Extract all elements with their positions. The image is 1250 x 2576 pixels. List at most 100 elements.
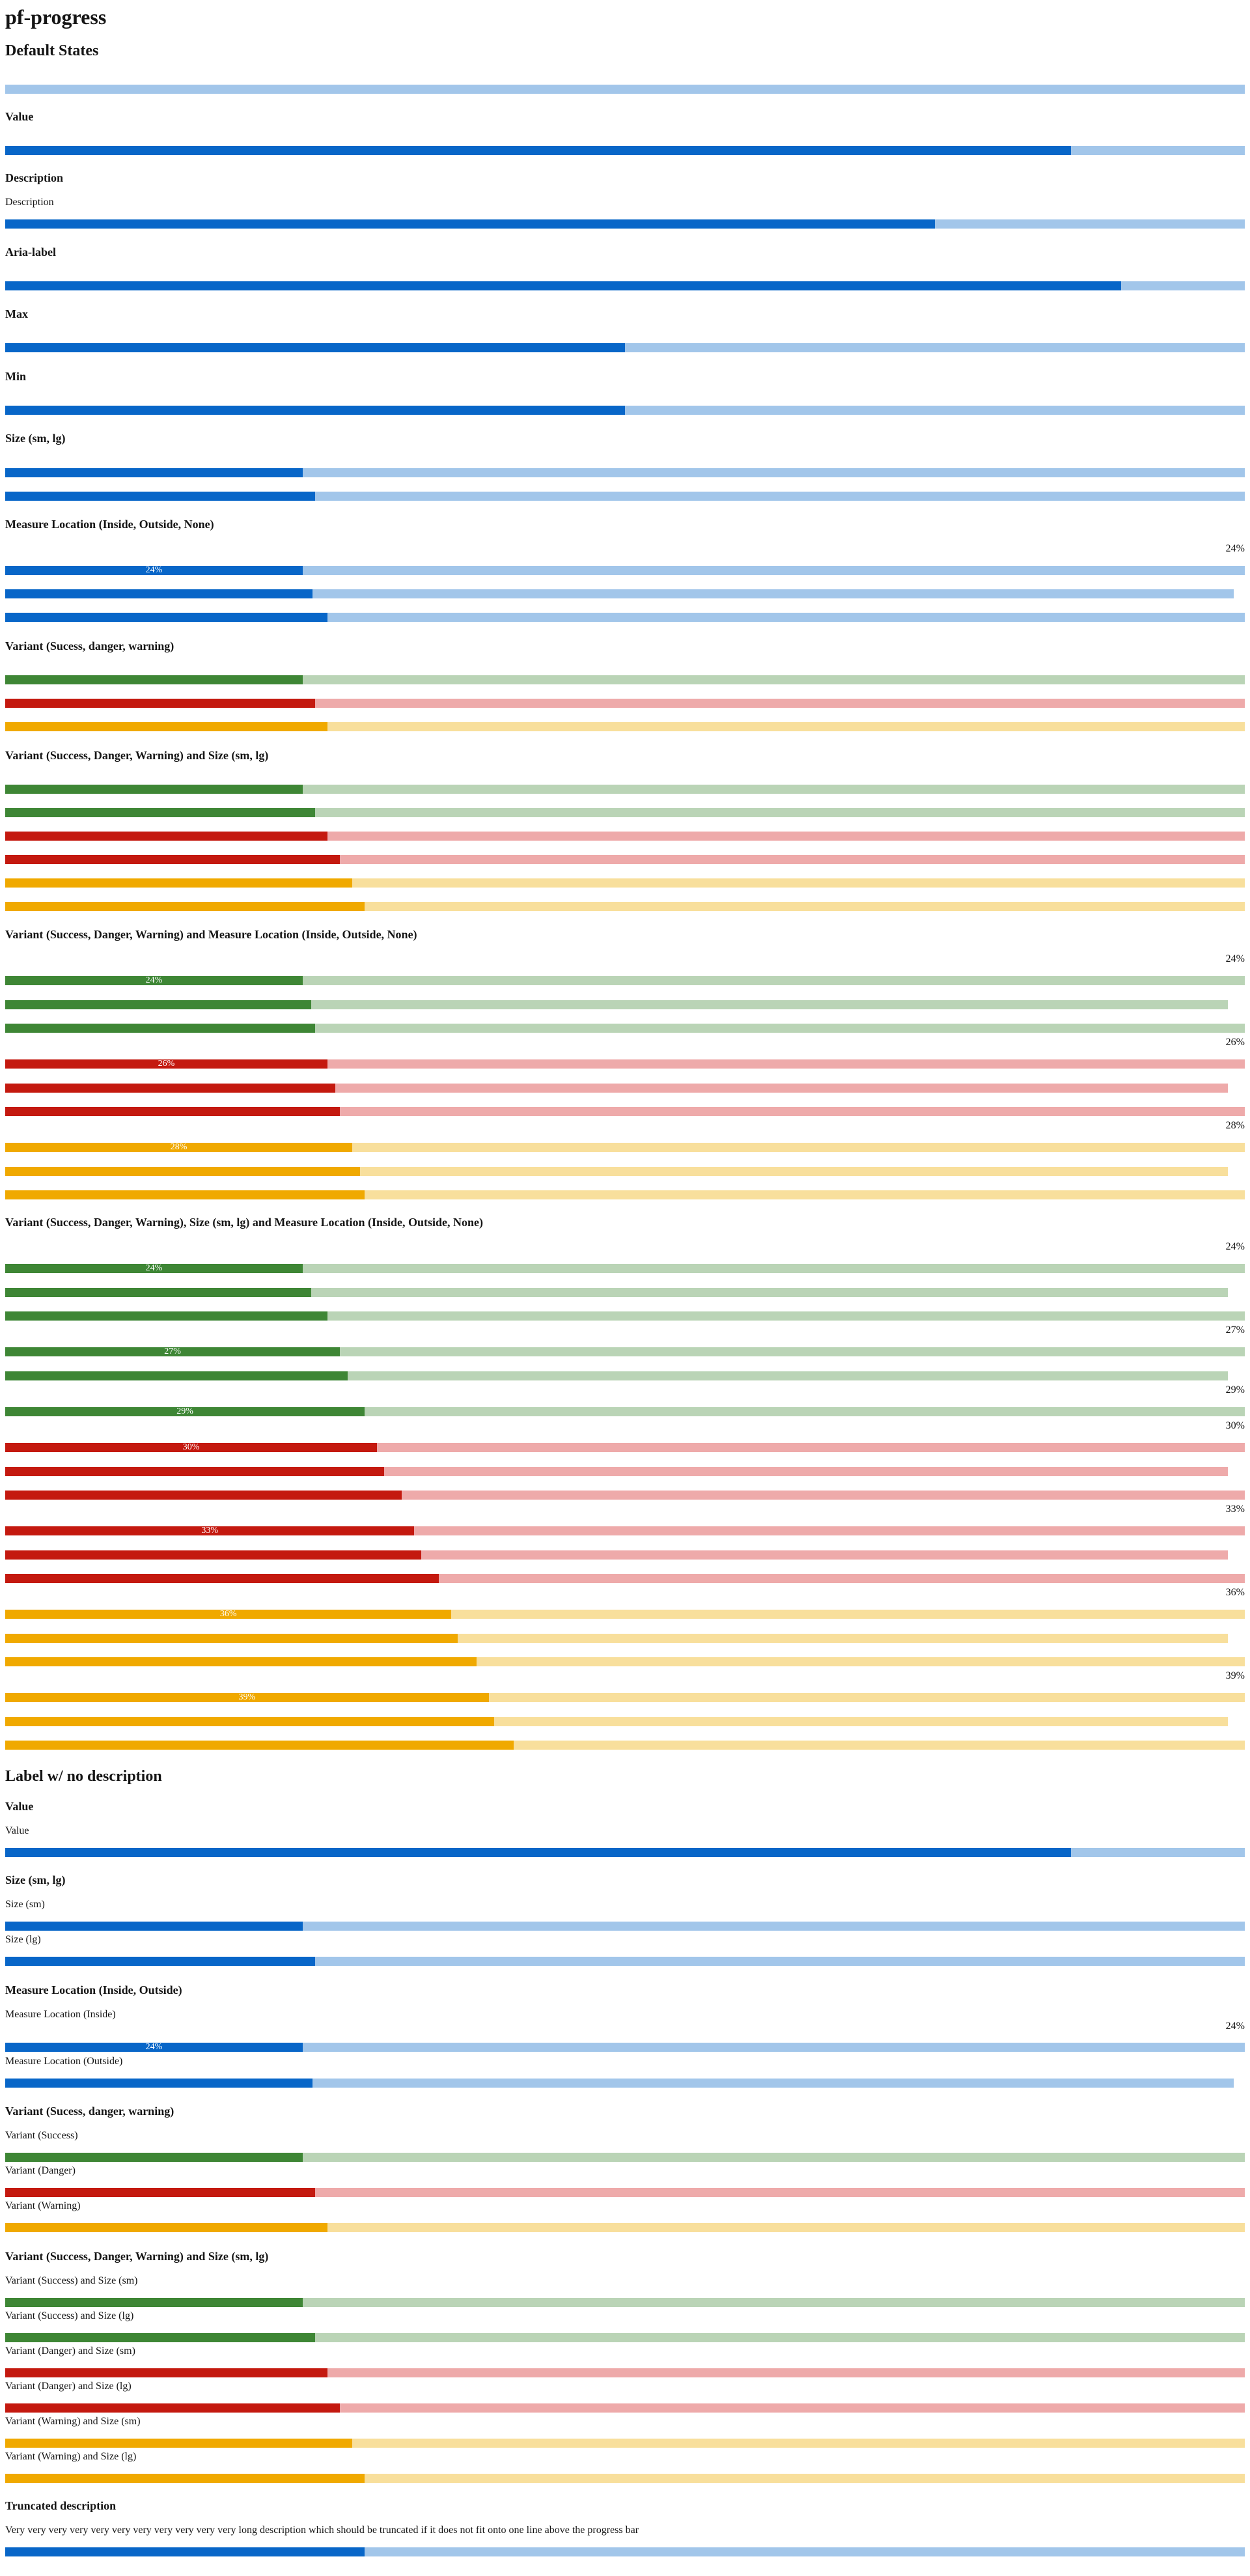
progress-vs-success-lg xyxy=(5,808,1245,817)
progress-description: Variant (Warning) xyxy=(5,2200,81,2211)
heading-measure-location-2: Measure Location (Inside, Outside) xyxy=(5,1983,182,1996)
progress-vm-danger-none xyxy=(5,1107,1245,1116)
progress-fill xyxy=(5,855,340,864)
progress-default xyxy=(5,85,1245,94)
progress-vsm-success-lg-none: 29% xyxy=(5,1407,1245,1416)
progress-fill xyxy=(5,566,303,575)
progress-fill xyxy=(5,1371,348,1380)
progress-vsm-success-lg-outside xyxy=(5,1371,1228,1380)
progress-vsm-danger-lg-inside: 33% xyxy=(5,1526,1245,1535)
progress-max xyxy=(5,343,1245,352)
progress-fill xyxy=(5,785,303,794)
progress-fill xyxy=(5,2043,303,2052)
progress-fill xyxy=(5,722,328,731)
progress-fill xyxy=(5,2153,303,2162)
heading-description: Description xyxy=(5,171,63,184)
progress-lbl-vs-success-lg xyxy=(5,2333,1245,2342)
progress-vsm-success-lg-inside: 27% xyxy=(5,1347,1245,1356)
progress-fill xyxy=(5,976,303,985)
measure-inside-label: 26% xyxy=(158,1059,175,1069)
progress-fill xyxy=(5,1610,452,1619)
measure-outside-label: 26% xyxy=(1225,1037,1245,1048)
progress-vsm-danger-lg-none xyxy=(5,1574,1245,1583)
heading-variant-size-measure: Variant (Success, Danger, Warning), Size… xyxy=(5,1216,484,1229)
progress-vsm-warning-lg-outside xyxy=(5,1717,1228,1726)
measure-inside-label: 24% xyxy=(145,975,163,985)
heading-variant-measure: Variant (Success, Danger, Warning) and M… xyxy=(5,928,417,941)
progress-description: Variant (Danger) and Size (sm) xyxy=(5,2345,135,2357)
progress-fill xyxy=(5,1407,365,1416)
progress-vm-warning-none xyxy=(5,1190,1245,1199)
heading-label-no-description: Label w/ no description xyxy=(5,1768,162,1785)
progress-fill xyxy=(5,1922,303,1931)
progress-value xyxy=(5,146,1245,155)
progress-fill xyxy=(5,1741,514,1750)
measure-outside-label: 24% xyxy=(1225,953,1245,964)
progress-fill xyxy=(5,2298,303,2307)
progress-fill xyxy=(5,2333,315,2342)
progress-fill xyxy=(5,1000,311,1009)
progress-fill xyxy=(5,146,1072,155)
progress-variant-success xyxy=(5,675,1245,684)
measure-inside-label: 36% xyxy=(219,1609,237,1619)
progress-fill xyxy=(5,1347,340,1356)
heading-truncated: Truncated description xyxy=(5,2499,117,2512)
heading-variant-size-2: Variant (Success, Danger, Warning) and S… xyxy=(5,2250,269,2263)
progress-description: Size (lg) xyxy=(5,1934,41,1945)
heading-min: Min xyxy=(5,370,27,383)
progress-vm-danger-inside: 26% xyxy=(5,1059,1245,1069)
measure-outside-label: 36% xyxy=(1225,1587,1245,1598)
progress-fill xyxy=(5,1264,303,1273)
progress-fill xyxy=(5,2368,328,2377)
heading-aria-label: Aria-label xyxy=(5,245,56,259)
progress-fill xyxy=(5,2547,365,2556)
progress-fill xyxy=(5,2223,328,2232)
progress-variant-warning xyxy=(5,722,1245,731)
progress-aria-label xyxy=(5,281,1245,290)
progress-fill xyxy=(5,2079,312,2088)
progress-fill xyxy=(5,1024,315,1033)
heading-size: Size (sm, lg) xyxy=(5,432,66,445)
progress-fill xyxy=(5,2188,315,2197)
measure-inside-label: 33% xyxy=(201,1526,218,1535)
progress-lbl-vs-success-sm xyxy=(5,2298,1245,2307)
progress-vs-danger-lg xyxy=(5,855,1245,864)
progress-fill xyxy=(5,1288,311,1297)
progress-fill xyxy=(5,1443,378,1452)
progress-fill xyxy=(5,1311,328,1321)
progress-fill xyxy=(5,1848,1072,1857)
heading-variant-2: Variant (Sucess, danger, warning) xyxy=(5,2105,174,2118)
progress-vsm-danger-sm-inside: 30% xyxy=(5,1443,1245,1452)
progress-lbl-vs-warning-lg xyxy=(5,2474,1245,2483)
progress-measure-inside: 24% xyxy=(5,566,1245,575)
measure-inside-label: 39% xyxy=(238,1692,256,1702)
heading-value: Value xyxy=(5,110,34,123)
progress-lbl-variant-danger xyxy=(5,2188,1245,2197)
heading-variant: Variant (Sucess, danger, warning) xyxy=(5,639,174,652)
heading-variant-size: Variant (Success, Danger, Warning) and S… xyxy=(5,749,269,762)
progress-fill xyxy=(5,1657,477,1666)
progress-description: Measure Location (Inside) xyxy=(5,2009,116,2020)
progress-vm-success-outside xyxy=(5,1000,1228,1009)
measure-outside-label: 28% xyxy=(1225,1120,1245,1131)
progress-fill xyxy=(5,808,315,817)
progress-fill xyxy=(5,1526,415,1535)
measure-inside-label: 28% xyxy=(170,1142,188,1152)
progress-fill xyxy=(5,1143,353,1152)
progress-lbl-size-sm xyxy=(5,1922,1245,1931)
progress-vs-danger-sm xyxy=(5,832,1245,841)
progress-lbl-vs-warning-sm xyxy=(5,2439,1245,2448)
progress-description: Variant (Success) and Size (sm) xyxy=(5,2275,138,2286)
progress-vm-success-inside: 24% xyxy=(5,976,1245,985)
progress-lbl-variant-warning xyxy=(5,2223,1245,2232)
progress-lbl-variant-success xyxy=(5,2153,1245,2162)
progress-vsm-danger-sm-none xyxy=(5,1491,1245,1500)
progress-fill xyxy=(5,589,312,598)
progress-truncated xyxy=(5,2547,1245,2556)
progress-vs-success-sm xyxy=(5,785,1245,794)
progress-fill xyxy=(5,1717,495,1726)
progress-vsm-warning-sm-none xyxy=(5,1657,1245,1666)
progress-fill xyxy=(5,1634,458,1643)
progress-fill xyxy=(5,2403,340,2413)
